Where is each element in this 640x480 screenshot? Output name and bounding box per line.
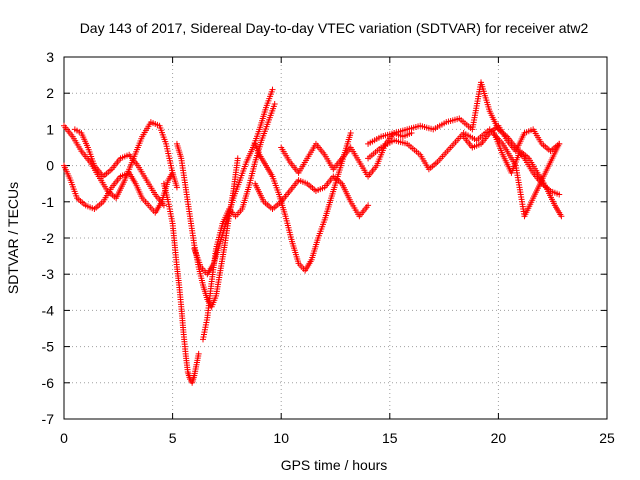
y-tick-label: -3	[42, 266, 55, 282]
y-tick-label: -6	[42, 375, 55, 391]
series-track-d	[160, 180, 202, 386]
x-tick-label: 15	[382, 430, 398, 446]
y-tick-label: -1	[42, 194, 55, 210]
x-axis-title: GPS time / hours	[281, 457, 388, 473]
data-point	[173, 184, 180, 191]
y-tick-label: -7	[42, 411, 55, 427]
chart-title: Day 143 of 2017, Sidereal Day-to-day VTE…	[80, 20, 589, 36]
series-track-i	[252, 173, 372, 220]
x-tick-label: 0	[60, 430, 68, 446]
data-point	[347, 130, 354, 137]
y-axis-title: SDTVAR / TECUs	[5, 182, 21, 294]
data-series	[61, 79, 565, 386]
x-tick-label: 10	[273, 430, 289, 446]
y-tick-label: -4	[42, 302, 55, 318]
y-axis-tick-labels: -7 -6 -5 -4 -3 -2 -1 0 1 2 3	[42, 49, 55, 427]
y-tick-label: 0	[46, 158, 54, 174]
x-axis-tick-labels: 0 5 10 15 20 25	[60, 430, 615, 446]
series-track-n	[491, 130, 565, 220]
data-point	[269, 86, 276, 93]
data-point	[556, 191, 563, 198]
data-point	[160, 202, 167, 209]
data-point	[558, 213, 565, 220]
y-tick-label: 2	[46, 85, 54, 101]
series-track-g	[200, 101, 278, 343]
y-tick-label: -5	[42, 339, 55, 355]
y-tick-label: 1	[46, 121, 54, 137]
data-point	[195, 350, 202, 357]
data-point	[365, 202, 372, 209]
y-tick-label: -2	[42, 230, 55, 246]
x-tick-label: 5	[169, 430, 177, 446]
data-point	[556, 140, 563, 147]
y-tick-label: 3	[46, 49, 54, 65]
data-point	[271, 101, 278, 108]
series-track-b	[61, 119, 180, 202]
series-track-c	[71, 126, 167, 209]
series-track-j	[278, 130, 415, 180]
series-track-m	[460, 122, 563, 155]
x-tick-label: 20	[491, 430, 507, 446]
x-tick-label: 25	[599, 430, 615, 446]
data-point	[234, 155, 241, 162]
series-track-h	[252, 130, 354, 274]
